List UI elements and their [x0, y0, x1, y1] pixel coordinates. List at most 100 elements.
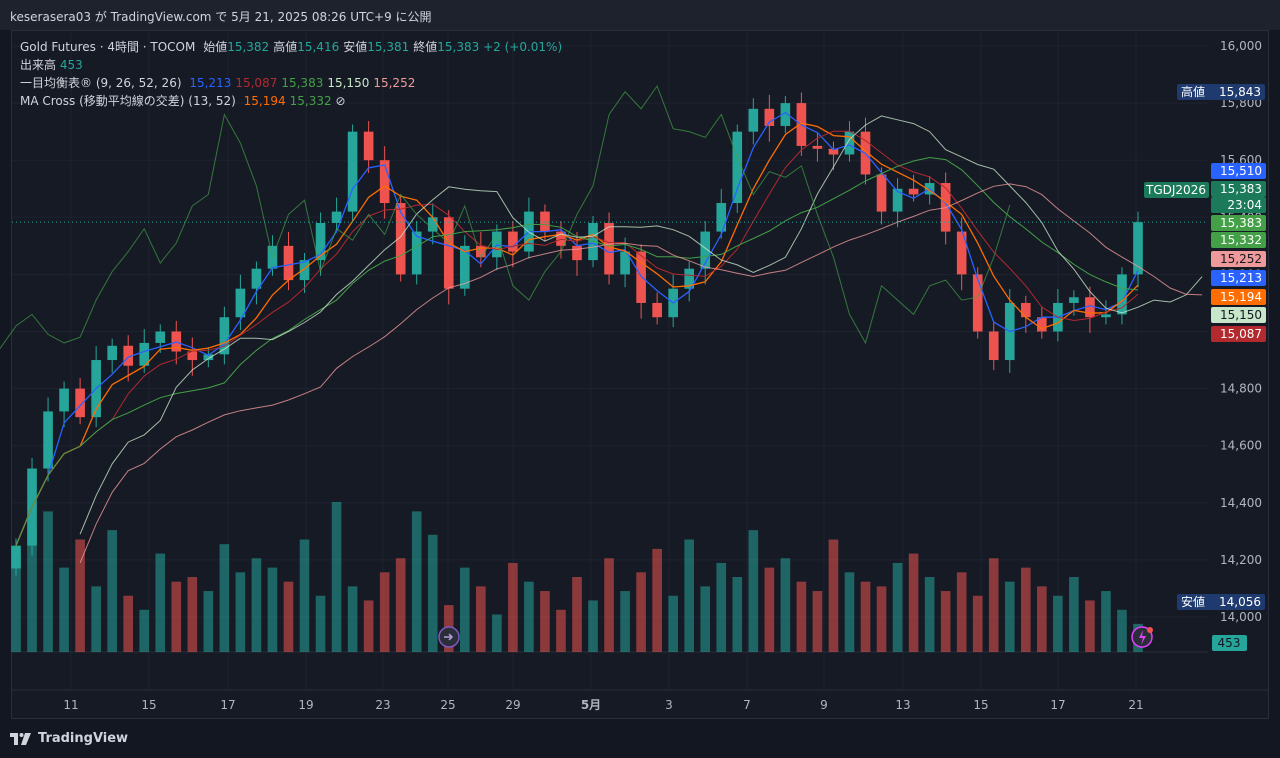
- volume-bar: [652, 548, 662, 652]
- publish-info: keserasera03 が TradingView.com で 5月 21, …: [10, 10, 432, 24]
- price-tag: 15,252: [1220, 252, 1262, 266]
- volume-bar: [11, 548, 21, 652]
- candle-body: [1117, 274, 1127, 315]
- price-tag-bg: [1211, 163, 1266, 179]
- price-tag-bg: [1211, 307, 1266, 323]
- price-tag: 15,510: [1220, 164, 1262, 178]
- volume-bar: [267, 567, 278, 652]
- volume-bar: [476, 586, 486, 652]
- volume-bar: [876, 586, 887, 652]
- volume-bar: [411, 511, 422, 652]
- candle-body: [187, 351, 198, 361]
- volume-bar: [187, 577, 198, 652]
- volume-bar: [844, 572, 855, 652]
- volume-bar: [459, 567, 470, 652]
- price-tag: 15,150: [1220, 308, 1262, 322]
- legend-volume-label: 出来高: [20, 58, 57, 72]
- lightning-icon: [1139, 630, 1146, 645]
- price-tag-bg: [1211, 289, 1266, 305]
- legend-volume-value: 453: [59, 58, 83, 72]
- x-tick-label: 11: [63, 698, 78, 712]
- candle-body: [540, 211, 550, 232]
- candle-body: [427, 217, 438, 232]
- volume-tag: 453: [1218, 636, 1241, 650]
- legend-row-volume: 出来高 453: [20, 56, 83, 74]
- volume-bar: [1069, 577, 1079, 652]
- volume-bar: [27, 525, 37, 652]
- volume-bar: [91, 586, 101, 652]
- candle-body: [347, 131, 358, 212]
- volume-bar: [219, 544, 230, 652]
- senkou-span-b: [79, 183, 1203, 563]
- volume-bar: [556, 609, 566, 652]
- candle-body: [251, 268, 262, 289]
- candle-body: [75, 388, 85, 418]
- candle-body: [732, 131, 743, 204]
- volume-bar: [1020, 567, 1031, 652]
- volume-bar: [171, 581, 182, 652]
- volume-bar: [972, 595, 983, 652]
- high-tag-value: 15,843: [1219, 85, 1261, 99]
- candle-body: [652, 302, 662, 318]
- candle-body: [508, 231, 518, 252]
- volume-bar: [75, 539, 85, 652]
- candle-body: [299, 260, 310, 281]
- legend-ma-value: 15,194: [243, 94, 286, 108]
- candle-body: [972, 274, 983, 332]
- volume-bar: [235, 572, 246, 652]
- volume-bar: [764, 567, 775, 652]
- legend-ichimoku-label: 一目均衡表® (9, 26, 52, 26): [20, 76, 182, 90]
- volume-bar: [1004, 581, 1015, 652]
- candle-body: [780, 103, 791, 126]
- x-tick-label: 25: [440, 698, 455, 712]
- price-tag: 15,087: [1220, 327, 1262, 341]
- x-tick-label: 13: [895, 698, 910, 712]
- hide-indicator-icon[interactable]: ⊘: [335, 94, 346, 108]
- candle-body: [411, 231, 422, 275]
- x-tick-label: 5月: [581, 698, 601, 712]
- candle-body: [764, 108, 775, 126]
- volume-bar: [347, 586, 358, 652]
- candle-body: [1020, 302, 1031, 318]
- legend-ma-value: 15,332: [289, 94, 332, 108]
- volume-bar: [139, 609, 150, 652]
- volume-bar: [1053, 595, 1063, 652]
- candle-body: [443, 217, 454, 289]
- candle-body: [379, 160, 390, 204]
- volume-bar: [107, 530, 117, 652]
- y-tick-label: 14,400: [1220, 496, 1262, 510]
- candle-body: [844, 131, 855, 155]
- candle-body: [684, 268, 695, 289]
- x-tick-label: 19: [298, 698, 313, 712]
- volume-bar: [812, 591, 823, 652]
- price-tag-bg: [1211, 215, 1266, 231]
- legend-ohlc-key: 始値: [203, 40, 228, 54]
- tenkan-line: [15, 111, 1139, 546]
- volume-bar: [299, 539, 310, 652]
- legend-row-symbol: Gold Futures · 4時間 · TOCOM 始値15,382 高値15,…: [20, 38, 562, 56]
- symbol-tag-bg: [1144, 182, 1209, 198]
- legend-ichimoku-value: 15,087: [235, 76, 278, 90]
- volume-bar: [427, 534, 438, 652]
- candle-body: [459, 245, 470, 289]
- candle-body: [588, 223, 598, 261]
- volume-bar: [924, 577, 935, 652]
- volume-bar: [1101, 591, 1111, 652]
- legend-ma-label: MA Cross (移動平均線の交差) (13, 52): [20, 94, 236, 108]
- countdown-tag-bg: [1211, 197, 1266, 213]
- legend-ohlc-value: 15,382: [227, 40, 270, 54]
- low-tag-key: 安値: [1181, 594, 1205, 609]
- volume-bar: [251, 558, 262, 652]
- candle-body: [812, 145, 823, 149]
- footer-brand-text: TradingView: [38, 731, 129, 746]
- legend-ohlc-key: 終値: [413, 40, 438, 54]
- x-tick-label: 7: [743, 698, 751, 712]
- chikou-span: [0, 84, 1011, 350]
- volume-bar: [860, 581, 871, 652]
- high-tag-bg: [1177, 84, 1265, 100]
- volume-bar: [780, 558, 791, 652]
- volume-bar: [636, 572, 646, 652]
- candle-body: [43, 411, 53, 469]
- volume-bar: [1085, 600, 1095, 652]
